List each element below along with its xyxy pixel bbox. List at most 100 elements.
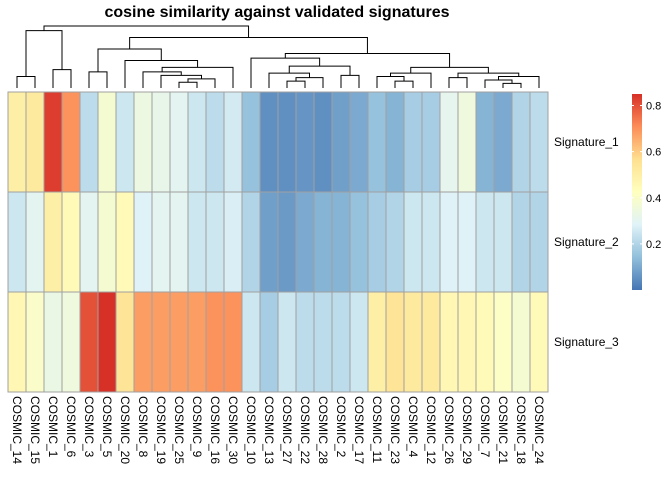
column-label: COSMIC_27 (280, 396, 294, 464)
heatmap-cell (241, 91, 261, 193)
dendrogram-branch (295, 77, 324, 88)
column-label: COSMIC_3 (82, 396, 96, 458)
dendrogram-branch (268, 72, 310, 88)
heatmap-cell (61, 191, 81, 293)
column-label: COSMIC_24 (532, 396, 546, 464)
heatmap-cell (331, 191, 351, 293)
heatmap-cell (331, 91, 351, 193)
dendrogram-branch (178, 81, 198, 88)
heatmap-cell (169, 291, 189, 393)
heatmap-cell (25, 291, 45, 393)
heatmap-cell (493, 191, 513, 293)
row-labels: Signature_1 Signature_2 Signature_3 (554, 135, 619, 349)
column-label: COSMIC_12 (424, 396, 438, 464)
row-label: Signature_3 (554, 335, 619, 349)
heatmap-cell (151, 291, 171, 393)
heatmap-cell (223, 291, 243, 393)
heatmap-cell (331, 291, 351, 393)
column-label: COSMIC_16 (208, 396, 222, 464)
column-label: COSMIC_20 (118, 396, 132, 464)
heatmap-cell (277, 91, 297, 193)
heatmap-cell (277, 291, 297, 393)
heatmap-cell (493, 291, 513, 393)
dendrogram-branch (43, 25, 250, 38)
dendrogram-branch (97, 48, 162, 72)
heatmap-cell (295, 91, 315, 193)
heatmap-cell (115, 191, 135, 293)
heatmap-cell (313, 291, 333, 393)
column-label: COSMIC_8 (136, 396, 150, 458)
heatmap-cell (115, 291, 135, 393)
heatmap-cell (97, 191, 117, 293)
heatmap-cell (43, 191, 63, 293)
column-label: COSMIC_28 (316, 396, 330, 464)
row-label: Signature_1 (554, 135, 619, 149)
heatmap-cell (79, 291, 99, 393)
heatmap-cell (295, 191, 315, 293)
column-label: COSMIC_2 (334, 396, 348, 458)
dendrogram-branch (88, 71, 108, 88)
dendrogram-branch (284, 53, 451, 68)
heatmap-cell (151, 191, 171, 293)
dendrogram-branch (286, 80, 306, 88)
heatmap-cell (133, 191, 153, 293)
heatmap-cell (349, 91, 369, 193)
heatmap-cell (241, 191, 261, 293)
heatmap-cell (7, 91, 27, 193)
column-label: COSMIC_6 (64, 396, 78, 458)
heatmap-cell (133, 91, 153, 193)
heatmap-cell (457, 291, 477, 393)
heatmap-cell (187, 91, 207, 193)
heatmap-cell (439, 191, 459, 293)
heatmap-cell (457, 191, 477, 293)
heatmap-cell (205, 91, 225, 193)
dendrogram-branch (25, 30, 63, 77)
heatmap-cell (313, 91, 333, 193)
heatmap-cell (79, 91, 99, 193)
column-label: COSMIC_15 (28, 396, 42, 464)
heatmap-cell (187, 191, 207, 293)
dendrogram-branch (142, 71, 182, 88)
heatmap-cell (313, 191, 333, 293)
heatmap-cell (511, 291, 531, 393)
heatmap-cell (259, 291, 279, 393)
dendrogram-branch (161, 66, 234, 88)
column-label: COSMIC_23 (388, 396, 402, 464)
legend-color-bar (632, 94, 642, 290)
column-label: COSMIC_13 (262, 396, 276, 464)
heatmap-cell (421, 91, 441, 193)
heatmap-cell (529, 191, 549, 293)
column-label: COSMIC_29 (460, 396, 474, 464)
heatmap-cell (169, 91, 189, 193)
heatmap-cell (43, 91, 63, 193)
dendrogram-branch (376, 76, 405, 88)
heatmap-cell (403, 91, 423, 193)
heatmap-cell (529, 291, 549, 393)
heatmap-cell (259, 91, 279, 193)
heatmap-cell (7, 291, 27, 393)
heatmap-cell (97, 291, 117, 393)
heatmap-cell (439, 91, 459, 193)
legend-tick-label: 0.2 (646, 239, 661, 251)
heatmap-cell (205, 291, 225, 393)
dendrogram-branch (160, 74, 202, 88)
heatmap-cell (349, 191, 369, 293)
column-label: COSMIC_18 (514, 396, 528, 464)
heatmap-cell (367, 191, 387, 293)
heatmap-cell (187, 291, 207, 393)
dendrogram-branch (410, 66, 489, 74)
column-label: COSMIC_22 (298, 396, 312, 464)
dendrogram-branch (288, 65, 351, 76)
legend-tick-label: 0.6 (646, 147, 661, 159)
heatmap-cell (223, 91, 243, 193)
heatmap-cell (25, 91, 45, 193)
heatmap-cell (241, 291, 261, 393)
column-dendrogram (16, 25, 540, 88)
heatmap-cell (439, 291, 459, 393)
heatmap-cell (61, 291, 81, 393)
column-label: COSMIC_10 (244, 396, 258, 464)
dendrogram-branch (340, 74, 360, 88)
column-label: COSMIC_17 (352, 396, 366, 464)
column-label: COSMIC_1 (46, 396, 60, 458)
